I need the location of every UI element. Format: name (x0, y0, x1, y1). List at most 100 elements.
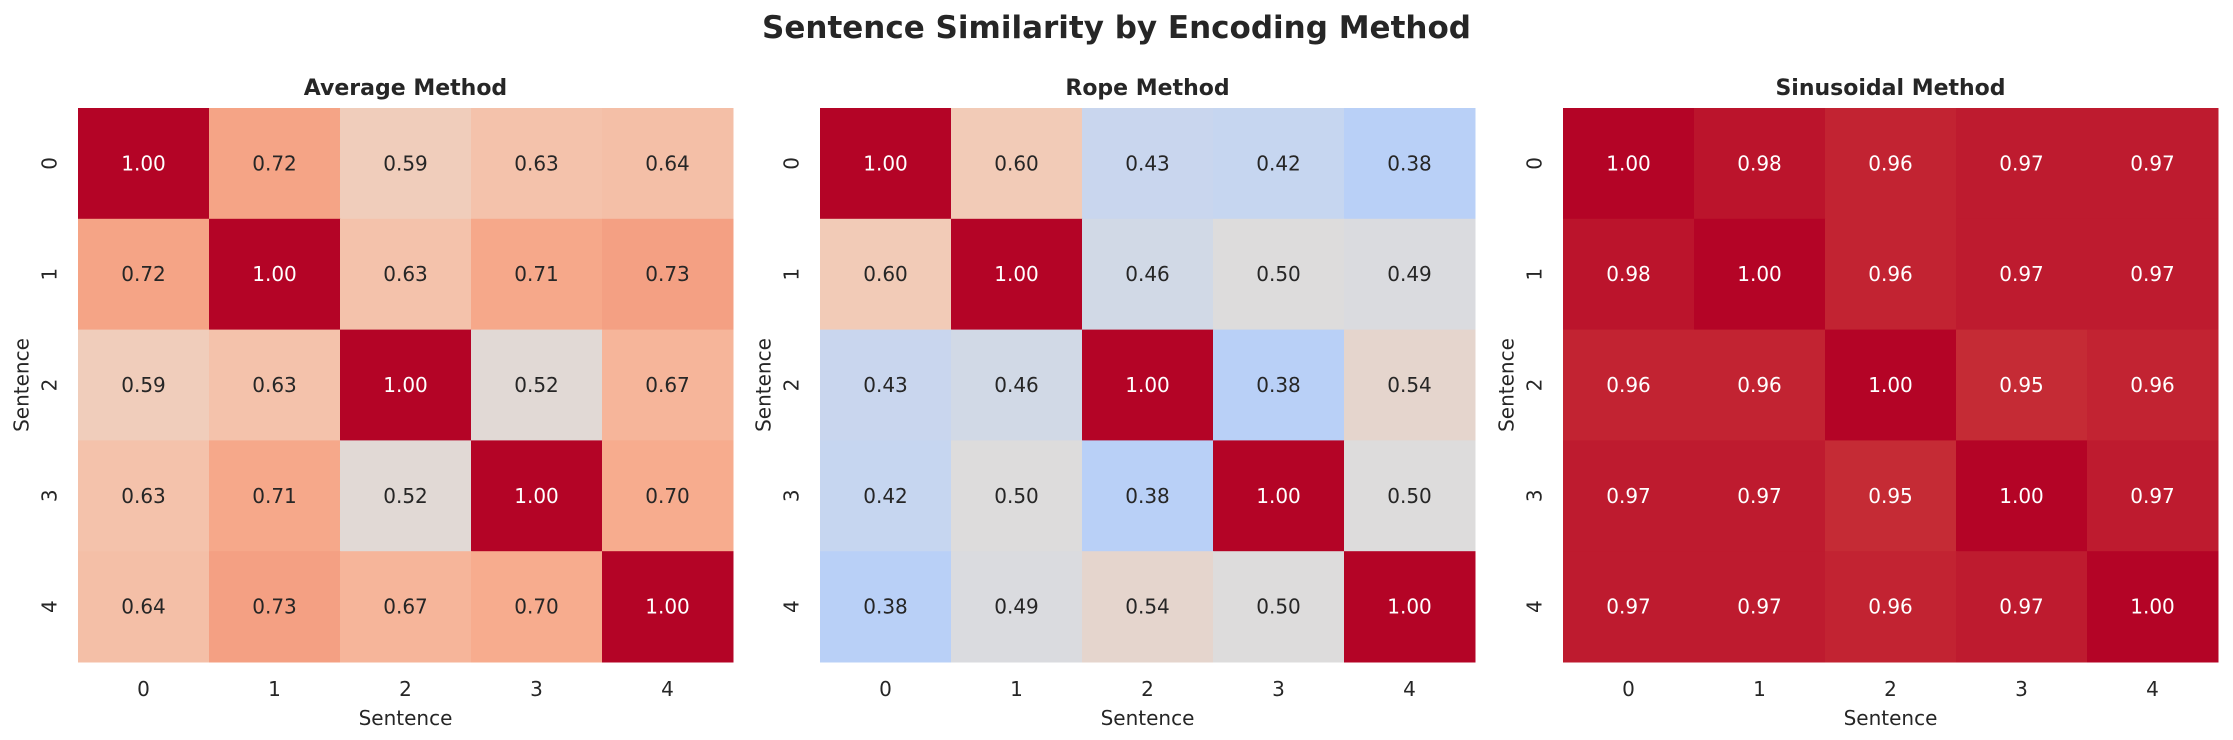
x-axis-label: Sentence (1101, 706, 1195, 730)
heatmap-cell (1344, 329, 1476, 441)
heatmap-cell (471, 218, 603, 331)
heatmap-cell (471, 329, 603, 441)
cell-label: 0.95 (1999, 373, 2044, 397)
cell-label: 1.00 (121, 151, 166, 175)
y-tick-label: 4 (1523, 600, 1547, 613)
cell-label: 0.97 (1606, 595, 1651, 619)
cell-label: 0.50 (1256, 595, 1301, 619)
figure-title: Sentence Similarity by Encoding Method (762, 10, 1471, 46)
heatmap-cell (1694, 440, 1826, 552)
cell-label: 0.63 (252, 373, 297, 397)
cell-label: 0.46 (994, 373, 1039, 397)
heatmap-cell (951, 551, 1083, 663)
cell-label: 1.00 (1256, 484, 1301, 508)
heatmap-cell (78, 551, 210, 663)
cell-label: 0.95 (1868, 484, 1913, 508)
cell-label: 0.46 (1125, 262, 1170, 286)
heatmap-cell (1956, 108, 2088, 220)
cell-label: 1.00 (1387, 595, 1432, 619)
subplot-title: Rope Method (1065, 76, 1229, 101)
cell-label: 0.73 (252, 595, 297, 619)
heatmap-cell (951, 329, 1083, 441)
cell-label: 0.97 (1999, 151, 2044, 175)
heatmap-cell (602, 218, 734, 331)
heatmap-cell (951, 218, 1083, 331)
y-tick-label: 3 (38, 489, 62, 502)
cell-label: 0.97 (1999, 595, 2044, 619)
heatmap-cell (1956, 551, 2088, 663)
y-tick-label: 3 (1523, 489, 1547, 502)
y-tick-label: 3 (780, 489, 804, 502)
y-tick-label: 2 (780, 379, 804, 392)
y-tick-label: 0 (1523, 157, 1547, 170)
cell-label: 1.00 (383, 373, 428, 397)
heatmap-cell (78, 108, 210, 220)
cell-label: 0.43 (863, 373, 908, 397)
cell-label: 0.97 (1737, 484, 1782, 508)
cell-label: 0.97 (2130, 262, 2175, 286)
cell-label: 0.72 (121, 262, 166, 286)
cell-label: 0.96 (1868, 151, 1913, 175)
heatmap-cell (1694, 329, 1826, 441)
y-tick-label: 0 (780, 157, 804, 170)
heatmap-cell (951, 440, 1083, 552)
heatmap-cell (1213, 440, 1345, 552)
cell-label: 0.38 (1387, 151, 1432, 175)
y-tick-label: 4 (38, 600, 62, 613)
cell-label: 0.63 (121, 484, 166, 508)
cell-label: 0.67 (383, 595, 428, 619)
heatmap-cell (1344, 218, 1476, 331)
heatmap-cell (471, 108, 603, 220)
cell-label: 0.97 (1606, 484, 1651, 508)
x-tick-label: 2 (1141, 677, 1154, 701)
cell-label: 0.52 (383, 484, 428, 508)
heatmap-cell (209, 218, 341, 331)
cell-label: 0.38 (1125, 484, 1170, 508)
cell-label: 0.42 (1256, 151, 1301, 175)
heatmap-cell (602, 108, 734, 220)
cell-label: 0.54 (1387, 373, 1432, 397)
heatmap-cell (1825, 108, 1957, 220)
heatmap-cell (1213, 108, 1345, 220)
heatmap-cell (209, 440, 341, 552)
cell-label: 0.50 (994, 484, 1039, 508)
cell-label: 0.59 (121, 373, 166, 397)
heatmap-cell (1956, 329, 2088, 441)
cell-label: 0.73 (645, 262, 690, 286)
heatmap-cell (1694, 551, 1826, 663)
x-tick-label: 3 (1272, 677, 1285, 701)
y-axis-label: Sentence (10, 338, 34, 432)
cell-label: 0.50 (1387, 484, 1432, 508)
y-axis-label: Sentence (752, 338, 776, 432)
heatmap-cell (1956, 218, 2088, 331)
cell-label: 0.63 (383, 262, 428, 286)
heatmap-cell (1825, 218, 1957, 331)
heatmap-cell (820, 218, 952, 331)
cell-label: 0.49 (994, 595, 1039, 619)
cell-label: 1.00 (645, 595, 690, 619)
heatmap-cell (1344, 108, 1476, 220)
cell-label: 0.50 (1256, 262, 1301, 286)
heatmap-cell (78, 440, 210, 552)
x-tick-label: 2 (1884, 677, 1897, 701)
heatmap-cell (209, 551, 341, 663)
x-tick-label: 0 (879, 677, 892, 701)
heatmap-cell (1563, 108, 1695, 220)
x-tick-label: 4 (2146, 677, 2159, 701)
heatmap-cell (1082, 329, 1214, 441)
cell-label: 1.00 (2130, 595, 2175, 619)
cell-label: 1.00 (1606, 151, 1651, 175)
heatmap-cell (1082, 551, 1214, 663)
x-tick-label: 0 (1622, 677, 1635, 701)
cell-label: 0.42 (863, 484, 908, 508)
cell-label: 0.64 (645, 151, 690, 175)
heatmap-cell (602, 440, 734, 552)
heatmap-cell (820, 440, 952, 552)
heatmap-cell (1344, 440, 1476, 552)
subplot-title: Sinusoidal Method (1775, 76, 2005, 101)
cell-label: 1.00 (1125, 373, 1170, 397)
y-tick-label: 2 (38, 379, 62, 392)
cell-label: 0.52 (514, 373, 559, 397)
heatmap-cell (1344, 551, 1476, 663)
